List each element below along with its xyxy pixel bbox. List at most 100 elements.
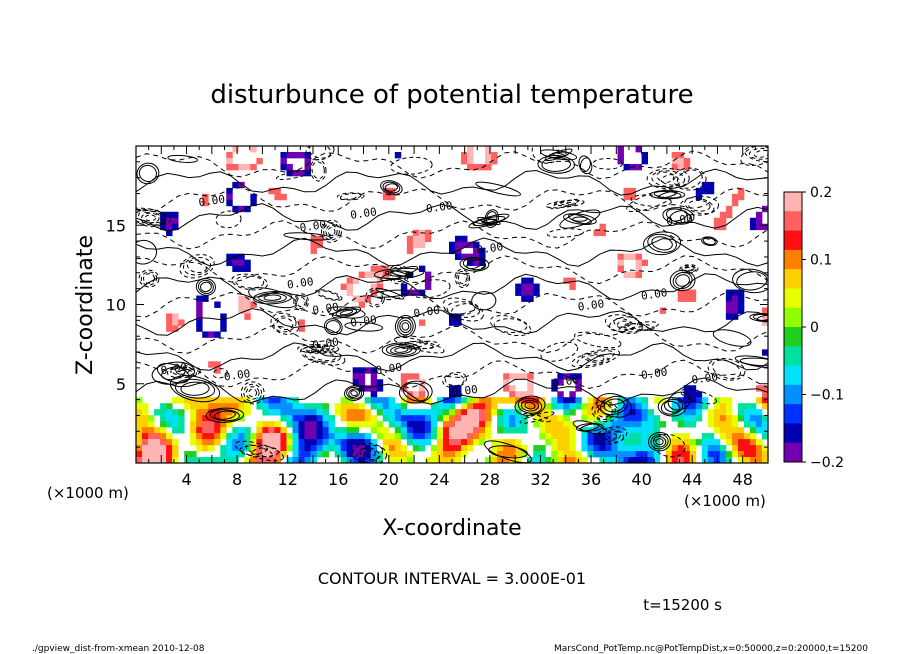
colorbar-segment [784, 230, 802, 251]
field-cell [635, 439, 642, 446]
field-cell [280, 163, 287, 171]
field-cell [473, 247, 480, 255]
field-cell [719, 211, 727, 219]
field-cell [286, 439, 293, 446]
field-cell [298, 457, 305, 463]
field-cell [370, 427, 378, 434]
contour-line [488, 445, 528, 459]
field-cell [148, 415, 155, 422]
field-cell [497, 415, 504, 422]
field-cell [623, 271, 630, 278]
field-cell [593, 409, 600, 416]
field-cell [731, 289, 739, 296]
field-cell [220, 397, 227, 404]
field-cell [340, 427, 348, 434]
field-cell [142, 451, 149, 458]
contour-line [579, 423, 600, 432]
contour-line [344, 385, 365, 401]
field-cell [647, 427, 655, 434]
contour-line [402, 382, 429, 402]
field-cell [761, 223, 768, 231]
field-cell [430, 451, 438, 458]
contour-line [136, 150, 768, 180]
colorbar-tick-label: 0.1 [810, 253, 832, 269]
field-cell [322, 439, 330, 446]
field-cell [755, 457, 763, 463]
field-cell [214, 301, 221, 308]
x-unit-left: (×1000 m) [47, 484, 129, 502]
colorbar-tick-label: −0.1 [810, 388, 844, 404]
field-cell [623, 451, 630, 458]
field-cell [160, 403, 167, 410]
field-cell [461, 253, 468, 261]
field-cell [689, 289, 697, 296]
contour-line [592, 158, 623, 170]
field-cell [448, 247, 456, 255]
field-cell [136, 409, 143, 416]
field-cell [521, 427, 528, 434]
field-cell [509, 451, 516, 458]
field-cell [611, 415, 618, 422]
field-cell [172, 409, 179, 416]
contour-line [336, 192, 365, 201]
field-cell [587, 403, 594, 410]
field-cell [226, 199, 233, 207]
field-cell [527, 403, 534, 410]
field-cell [557, 373, 564, 380]
field-cell [509, 457, 516, 463]
field-cell [689, 295, 697, 302]
field-cell [370, 403, 378, 410]
field-cell [599, 229, 606, 237]
field-cell [370, 379, 378, 386]
field-cell [683, 385, 691, 392]
field-cell [755, 421, 763, 428]
field-cell [232, 439, 239, 446]
field-cell [467, 397, 474, 404]
field-cell [208, 361, 215, 368]
field-cell [142, 403, 149, 410]
field-cell [623, 415, 630, 422]
field-cell [286, 409, 293, 416]
field-cell [665, 445, 673, 452]
field-cell [587, 397, 594, 404]
contour-line [663, 400, 681, 413]
field-cell [593, 433, 600, 440]
field-cell [629, 421, 636, 428]
field-cell [695, 391, 703, 398]
field-cell [671, 415, 679, 422]
contour-label: 0.00 [577, 297, 605, 314]
field-cell [569, 451, 576, 458]
field-cell [737, 403, 745, 410]
field-cell [226, 397, 233, 404]
field-cell [683, 445, 691, 452]
field-cell [629, 451, 636, 458]
field-cell [214, 403, 221, 410]
contour-line [305, 146, 335, 161]
field-cell [641, 397, 649, 404]
field-cell [749, 451, 757, 458]
field-cell [569, 277, 576, 284]
field-cell [394, 409, 402, 416]
field-cell [485, 457, 492, 463]
field-cell [418, 241, 426, 249]
field-cell [400, 373, 408, 380]
field-cell [448, 409, 456, 416]
field-cell [256, 439, 263, 446]
contour-line [138, 269, 160, 288]
field-cell [605, 445, 612, 452]
field-cell [370, 457, 378, 463]
field-cell [358, 403, 366, 410]
field-cell [442, 415, 450, 422]
field-cell [136, 403, 143, 410]
field-cell [322, 451, 330, 458]
field-cell [358, 301, 366, 308]
contour-line [140, 271, 158, 286]
contour-line [169, 375, 221, 403]
field-cell [725, 457, 733, 463]
field-cell [623, 193, 630, 201]
field-cell [707, 439, 715, 446]
field-cell [719, 433, 727, 440]
field-cell [166, 433, 173, 440]
contour-line [466, 259, 483, 270]
field-cell [755, 439, 763, 446]
